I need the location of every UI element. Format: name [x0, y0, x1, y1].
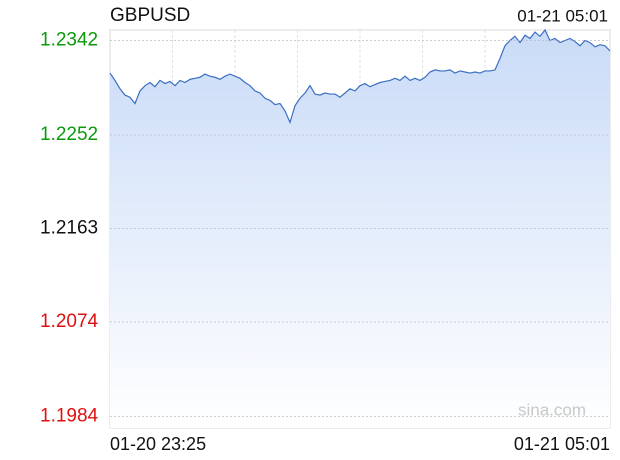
chart-title: GBPUSD — [110, 5, 190, 26]
y-tick-label: 1.2163 — [40, 217, 98, 238]
x-tick-label: 01-20 23:25 — [110, 434, 206, 454]
area — [110, 30, 610, 428]
y-tick-label: 1.2252 — [40, 124, 98, 145]
price-line — [109, 28, 611, 125]
y-tick-label: 1.2074 — [40, 311, 99, 332]
timestamp: 01-21 05:01 — [517, 6, 608, 25]
watermark: sina.com — [518, 400, 586, 419]
x-tick-label: 01-21 05:01 — [514, 434, 610, 454]
y-tick-label: 1.1984 — [40, 405, 99, 426]
y-tick-label: 1.2342 — [40, 30, 98, 51]
